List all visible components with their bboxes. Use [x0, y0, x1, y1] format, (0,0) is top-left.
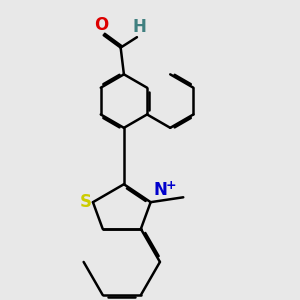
Text: +: +	[166, 179, 177, 192]
Text: H: H	[133, 17, 146, 35]
Text: N: N	[153, 181, 167, 199]
Text: S: S	[80, 193, 92, 211]
Text: O: O	[94, 16, 108, 34]
